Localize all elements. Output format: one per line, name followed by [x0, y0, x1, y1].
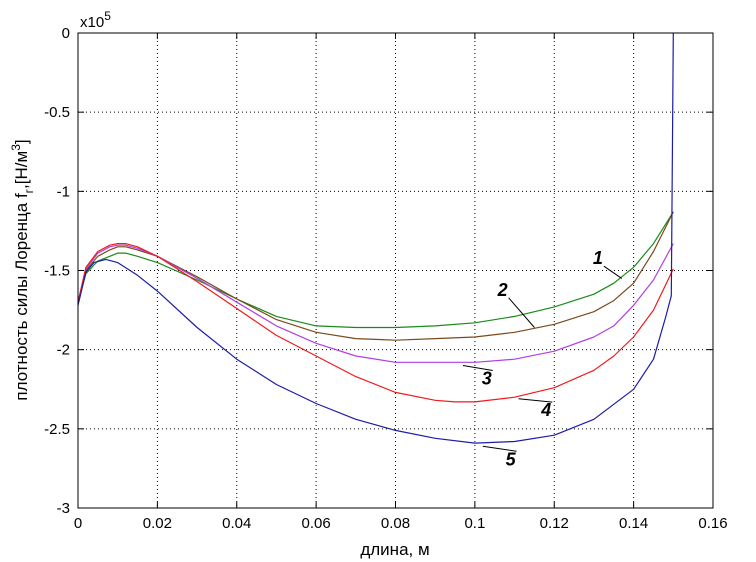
- curve-leader-3: [462, 365, 493, 371]
- y-tick-label: -0.5: [44, 104, 70, 121]
- x-tick-label: 0.14: [619, 515, 648, 532]
- curve-annotations: 1 2 3 4 5: [462, 248, 623, 469]
- x-tick-label: 0.12: [540, 515, 569, 532]
- curve-label-4: 4: [540, 400, 551, 420]
- x-tick-label: 0.06: [302, 515, 331, 532]
- curve-leader-2: [508, 297, 535, 328]
- y-tick-label: -2: [57, 342, 70, 359]
- axis-ticks: 0 0.02 0.04 0.06 0.08 0.1 0.12 0.14 0.16 0 -0.5 -1 -…: [44, 25, 727, 532]
- plot-area: [78, 33, 713, 508]
- x-tick-label: 0.02: [143, 515, 172, 532]
- x-tick-label: 0.16: [698, 515, 727, 532]
- y-multiplier: x105: [80, 9, 111, 31]
- curve-label-3: 3: [482, 369, 492, 389]
- y-tick-label: 0: [62, 25, 70, 42]
- x-tick-label: 0: [74, 515, 82, 532]
- series-line-3: [77, 243, 674, 363]
- series-group: [77, 32, 674, 444]
- y-tick-label: -3: [57, 500, 70, 517]
- x-tick-label: 0.04: [222, 515, 251, 532]
- x-axis-label: длина, м: [360, 540, 429, 559]
- curve-leader-1: [603, 265, 623, 279]
- y-tick-label: -1: [57, 183, 70, 200]
- series-line-5: [77, 32, 674, 444]
- y-tick-label: -1.5: [44, 263, 70, 280]
- series-line-2: [77, 211, 674, 341]
- x-tick-label: 0.1: [464, 515, 485, 532]
- curve-leader-4: [518, 398, 553, 403]
- x-tick-label: 0.08: [381, 515, 410, 532]
- series-line-4: [77, 243, 674, 403]
- series-line-1: [77, 211, 674, 329]
- y-axis-label: плотность силы Лоренца fг,[Н/м3]: [9, 139, 36, 400]
- curve-label-2: 2: [497, 280, 508, 300]
- curve-leader-5: [482, 445, 517, 452]
- y-tick-label: -2.5: [44, 421, 70, 438]
- curve-label-5: 5: [506, 449, 517, 469]
- curve-label-1: 1: [593, 248, 603, 268]
